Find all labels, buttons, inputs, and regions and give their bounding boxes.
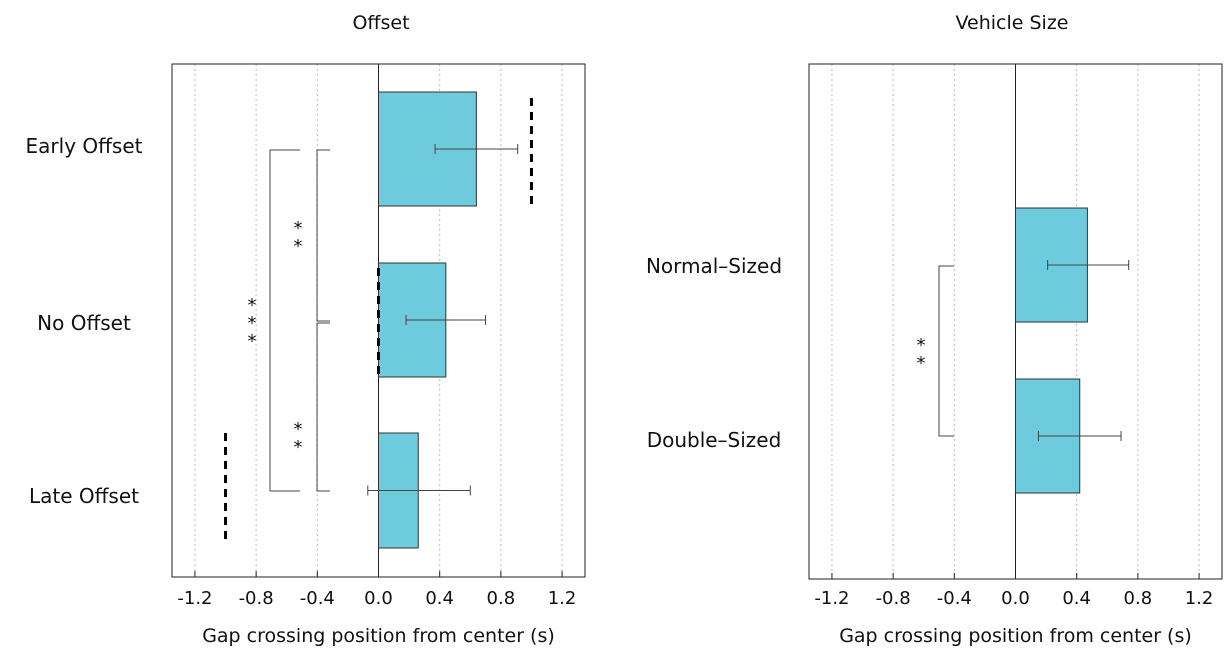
x-tick-label: 1.2 [1185, 588, 1214, 609]
x-tick-label: 0.8 [1124, 588, 1153, 609]
significance-star: * [917, 335, 926, 356]
x-tick-label: -0.8 [239, 588, 274, 609]
x-tick-label: -0.8 [876, 588, 911, 609]
x-tick-label: -0.4 [937, 588, 972, 609]
x-tick-label: -0.4 [300, 588, 335, 609]
chart-title: Offset [352, 12, 409, 34]
category-label: Early Offset [26, 134, 143, 158]
x-tick-label: 0.4 [1062, 588, 1091, 609]
significance-star: * [294, 218, 303, 239]
significance-bracket [316, 322, 330, 492]
significance-bracket [316, 149, 330, 322]
significance-star: * [248, 313, 257, 334]
x-tick-label: 0.0 [364, 588, 393, 609]
x-tick-label: 1.2 [548, 588, 577, 609]
significance-star: * [248, 295, 257, 316]
x-tick-label: -1.2 [177, 588, 212, 609]
category-label: No Offset [37, 311, 131, 335]
category-label: Late Offset [29, 484, 139, 508]
x-tick-label: 0.4 [425, 588, 454, 609]
significance-star: * [917, 353, 926, 374]
category-label: Double–Sized [647, 428, 782, 452]
x-tick-label: -1.2 [814, 588, 849, 609]
significance-star: * [294, 437, 303, 458]
significance-star: * [248, 331, 257, 352]
significance-bracket [938, 265, 954, 437]
x-tick-label: 0.0 [1001, 588, 1030, 609]
chart-title: Vehicle Size [956, 12, 1069, 34]
x-axis-label: Gap crossing position from center (s) [202, 625, 555, 647]
significance-star: * [294, 419, 303, 440]
category-label: Normal–Sized [646, 254, 782, 278]
x-axis-label: Gap crossing position from center (s) [839, 625, 1192, 647]
significance-star: * [294, 236, 303, 257]
x-tick-label: 0.8 [487, 588, 516, 609]
significance-bracket [269, 149, 300, 492]
